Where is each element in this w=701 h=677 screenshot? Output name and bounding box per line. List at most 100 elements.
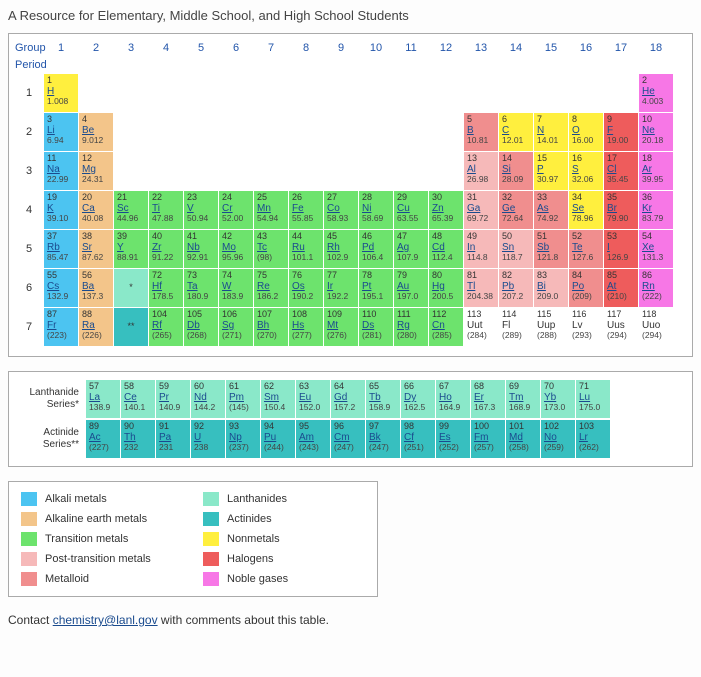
element-cell[interactable]: 46Pd106.4	[359, 230, 393, 268]
element-cell[interactable]: 62Sm150.4	[261, 380, 295, 418]
element-cell[interactable]: 88Ra(226)	[79, 308, 113, 346]
element-cell[interactable]: 80Hg200.5	[429, 269, 463, 307]
element-cell[interactable]: 18Ar39.95	[639, 152, 673, 190]
element-cell[interactable]: 110Ds(281)	[359, 308, 393, 346]
element-cell[interactable]: 106Sg(271)	[219, 308, 253, 346]
element-cell[interactable]: 26Fe55.85	[289, 191, 323, 229]
element-cell[interactable]: 9F19.00	[604, 113, 638, 151]
element-cell[interactable]: 102No(259)	[541, 420, 575, 458]
element-cell[interactable]: 78Pt195.1	[359, 269, 393, 307]
element-cell[interactable]: 116Lv(293)	[569, 308, 603, 346]
element-cell[interactable]: 104Rf(265)	[149, 308, 183, 346]
element-cell[interactable]: 67Ho164.9	[436, 380, 470, 418]
element-cell[interactable]: 22Ti47.88	[149, 191, 183, 229]
element-cell[interactable]: 5B10.81	[464, 113, 498, 151]
element-cell[interactable]: 56Ba137.3	[79, 269, 113, 307]
element-cell[interactable]: 7N14.01	[534, 113, 568, 151]
element-cell[interactable]: 44Ru101.1	[289, 230, 323, 268]
element-cell[interactable]: 59Pr140.9	[156, 380, 190, 418]
element-cell[interactable]: 21Sc44.96	[114, 191, 148, 229]
element-cell[interactable]: 97Bk(247)	[366, 420, 400, 458]
element-cell[interactable]: 90Th232	[121, 420, 155, 458]
element-cell[interactable]: 92U238	[191, 420, 225, 458]
element-cell[interactable]: 41Nb92.91	[184, 230, 218, 268]
element-cell[interactable]: 113Uut(284)	[464, 308, 498, 346]
element-cell[interactable]: 117Uus(294)	[604, 308, 638, 346]
element-cell[interactable]: 71Lu175.0	[576, 380, 610, 418]
element-cell[interactable]: 20Ca40.08	[79, 191, 113, 229]
element-cell[interactable]: 64Gd157.2	[331, 380, 365, 418]
element-cell[interactable]: 61Pm(145)	[226, 380, 260, 418]
element-cell[interactable]: 70Yb173.0	[541, 380, 575, 418]
element-cell[interactable]: 75Re186.2	[254, 269, 288, 307]
element-cell[interactable]: 17Cl35.45	[604, 152, 638, 190]
element-cell[interactable]: 86Rn(222)	[639, 269, 673, 307]
element-cell[interactable]: 50Sn118.7	[499, 230, 533, 268]
element-cell[interactable]: 91Pa231	[156, 420, 190, 458]
element-cell[interactable]: 35Br79.90	[604, 191, 638, 229]
element-cell[interactable]: 82Pb207.2	[499, 269, 533, 307]
element-cell[interactable]: 118Uuo(294)	[639, 308, 673, 346]
element-cell[interactable]: 33As74.92	[534, 191, 568, 229]
element-cell[interactable]: 74W183.9	[219, 269, 253, 307]
element-cell[interactable]: 105Db(268)	[184, 308, 218, 346]
element-cell[interactable]: 19K39.10	[44, 191, 78, 229]
element-cell[interactable]: 3Li6.94	[44, 113, 78, 151]
element-cell[interactable]: 55Cs132.9	[44, 269, 78, 307]
element-cell[interactable]: 24Cr52.00	[219, 191, 253, 229]
element-cell[interactable]: 100Fm(257)	[471, 420, 505, 458]
element-cell[interactable]: 96Cm(247)	[331, 420, 365, 458]
element-cell[interactable]: 48Cd112.4	[429, 230, 463, 268]
element-cell[interactable]: 111Rg(280)	[394, 308, 428, 346]
element-cell[interactable]: 101Md(258)	[506, 420, 540, 458]
element-cell[interactable]: 25Mn54.94	[254, 191, 288, 229]
element-cell[interactable]: 94Pu(244)	[261, 420, 295, 458]
element-cell[interactable]: 87Fr(223)	[44, 308, 78, 346]
element-cell[interactable]: 83Bi209.0	[534, 269, 568, 307]
element-cell[interactable]: 108Hs(277)	[289, 308, 323, 346]
element-cell[interactable]: 39Y88.91	[114, 230, 148, 268]
element-cell[interactable]: 53I126.9	[604, 230, 638, 268]
element-cell[interactable]: 103Lr(262)	[576, 420, 610, 458]
element-cell[interactable]: 85At(210)	[604, 269, 638, 307]
element-cell[interactable]: 4Be9.012	[79, 113, 113, 151]
element-cell[interactable]: 8O16.00	[569, 113, 603, 151]
element-cell[interactable]: 114Fl(289)	[499, 308, 533, 346]
element-cell[interactable]: 12Mg24.31	[79, 152, 113, 190]
element-cell[interactable]: 42Mo95.96	[219, 230, 253, 268]
element-cell[interactable]: 11Na22.99	[44, 152, 78, 190]
element-cell[interactable]: 76Os190.2	[289, 269, 323, 307]
element-cell[interactable]: 34Se78.96	[569, 191, 603, 229]
element-cell[interactable]: 112Cn(285)	[429, 308, 463, 346]
element-cell[interactable]: 57La138.9	[86, 380, 120, 418]
element-cell[interactable]: 66Dy162.5	[401, 380, 435, 418]
element-cell[interactable]: 27Co58.93	[324, 191, 358, 229]
element-cell[interactable]: 16S32.06	[569, 152, 603, 190]
element-cell[interactable]: 23V50.94	[184, 191, 218, 229]
element-cell[interactable]: 115Uup(288)	[534, 308, 568, 346]
element-cell[interactable]: 89Ac(227)	[86, 420, 120, 458]
element-cell[interactable]: 38Sr87.62	[79, 230, 113, 268]
element-cell[interactable]: 81Tl204.38	[464, 269, 498, 307]
element-cell[interactable]: 10Ne20.18	[639, 113, 673, 151]
element-cell[interactable]: 52Te127.6	[569, 230, 603, 268]
element-cell[interactable]: 77Ir192.2	[324, 269, 358, 307]
element-cell[interactable]: 69Tm168.9	[506, 380, 540, 418]
element-cell[interactable]: 49In114.8	[464, 230, 498, 268]
element-cell[interactable]: 63Eu152.0	[296, 380, 330, 418]
element-cell[interactable]: 60Nd144.2	[191, 380, 225, 418]
footer-email-link[interactable]: chemistry@lanl.gov	[53, 613, 158, 627]
element-cell[interactable]: 43Tc(98)	[254, 230, 288, 268]
element-cell[interactable]: 73Ta180.9	[184, 269, 218, 307]
element-cell[interactable]: 31Ga69.72	[464, 191, 498, 229]
element-cell[interactable]: 79Au197.0	[394, 269, 428, 307]
element-cell[interactable]: 109Mt(276)	[324, 308, 358, 346]
element-cell[interactable]: 72Hf178.5	[149, 269, 183, 307]
element-cell[interactable]: 65Tb158.9	[366, 380, 400, 418]
element-cell[interactable]: 58Ce140.1	[121, 380, 155, 418]
element-cell[interactable]: 1H1.008	[44, 74, 78, 112]
element-cell[interactable]: 32Ge72.64	[499, 191, 533, 229]
element-cell[interactable]: 54Xe131.3	[639, 230, 673, 268]
element-cell[interactable]: 36Kr83.79	[639, 191, 673, 229]
element-cell[interactable]: 99Es(252)	[436, 420, 470, 458]
